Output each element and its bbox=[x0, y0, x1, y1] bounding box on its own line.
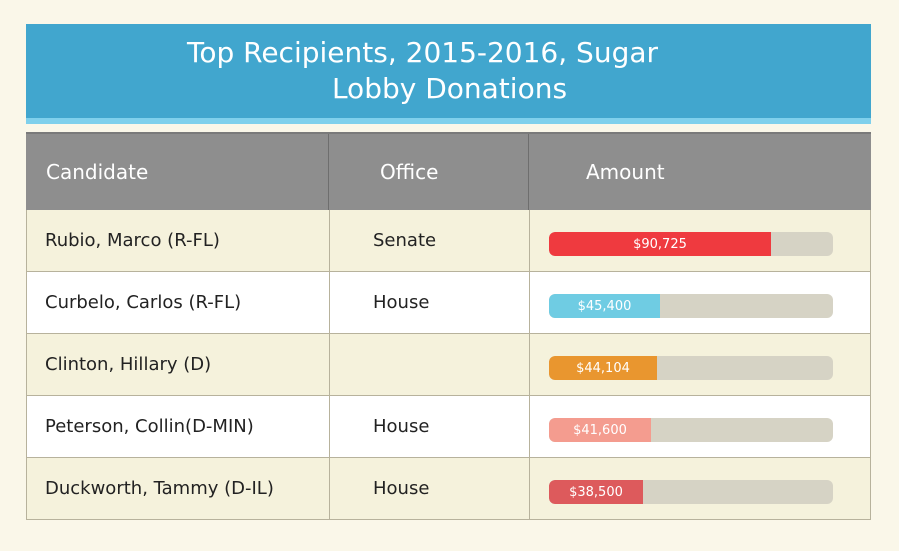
header-candidate: Candidate bbox=[46, 160, 149, 184]
column-divider bbox=[529, 210, 530, 271]
table-row: Rubio, Marco (R-FL) Senate $90,725 bbox=[26, 210, 871, 272]
amount-label: $38,500 bbox=[569, 484, 623, 500]
chart-title-line-1: Top Recipients, 2015-2016, Sugar bbox=[186, 36, 659, 69]
amount-bar-track: $45,400 bbox=[549, 294, 833, 318]
table-row: Peterson, Collin(D-MIN) House $41,600 bbox=[26, 396, 871, 458]
candidate-name: Clinton, Hillary (D) bbox=[45, 354, 212, 375]
amount-label: $44,104 bbox=[576, 360, 630, 376]
header-office: Office bbox=[380, 160, 439, 184]
header-divider bbox=[328, 134, 329, 210]
office-cell: House bbox=[373, 292, 430, 313]
amount-bar-track: $44,104 bbox=[549, 356, 833, 380]
chart-title-banner: Top Recipients, 2015-2016, Sugar Lobby D… bbox=[26, 24, 871, 124]
column-divider bbox=[329, 334, 330, 395]
chart-title-line-2: Lobby Donations bbox=[331, 72, 568, 105]
table-row: Duckworth, Tammy (D-IL) House $38,500 bbox=[26, 458, 871, 520]
amount-bar: $90,725 bbox=[549, 232, 771, 256]
column-divider bbox=[529, 334, 530, 395]
candidate-name: Rubio, Marco (R-FL) bbox=[45, 230, 220, 251]
amount-label: $41,600 bbox=[573, 422, 627, 438]
table-header: Candidate Office Amount bbox=[26, 132, 871, 210]
office-cell: Senate bbox=[373, 230, 437, 251]
column-divider bbox=[529, 458, 530, 519]
column-divider bbox=[329, 210, 330, 271]
candidate-name: Duckworth, Tammy (D-IL) bbox=[45, 478, 274, 499]
amount-bar: $45,400 bbox=[549, 294, 660, 318]
candidate-name: Peterson, Collin(D-MIN) bbox=[45, 416, 254, 437]
table-row: Clinton, Hillary (D) $44,104 bbox=[26, 334, 871, 396]
table-row: Curbelo, Carlos (R-FL) House $45,400 bbox=[26, 272, 871, 334]
amount-bar: $38,500 bbox=[549, 480, 643, 504]
amount-bar: $41,600 bbox=[549, 418, 651, 442]
table-body: Rubio, Marco (R-FL) Senate $90,725 Curbelo,… bbox=[26, 210, 871, 520]
office-cell: House bbox=[373, 416, 430, 437]
amount-bar-track: $38,500 bbox=[549, 480, 833, 504]
column-divider bbox=[329, 272, 330, 333]
column-divider bbox=[329, 396, 330, 457]
candidate-name: Curbelo, Carlos (R-FL) bbox=[45, 292, 242, 313]
header-divider bbox=[528, 134, 529, 210]
column-divider bbox=[529, 396, 530, 457]
amount-bar: $44,104 bbox=[549, 356, 657, 380]
amount-label: $90,725 bbox=[633, 236, 687, 252]
column-divider bbox=[529, 272, 530, 333]
amount-label: $45,400 bbox=[577, 298, 632, 314]
column-divider bbox=[329, 458, 330, 519]
amount-bar-track: $90,725 bbox=[549, 232, 833, 256]
header-amount: Amount bbox=[586, 160, 665, 184]
recipients-table: Candidate Office Amount Rubio, Marco (R-… bbox=[26, 132, 871, 520]
office-cell: House bbox=[373, 478, 430, 499]
amount-bar-track: $41,600 bbox=[549, 418, 833, 442]
